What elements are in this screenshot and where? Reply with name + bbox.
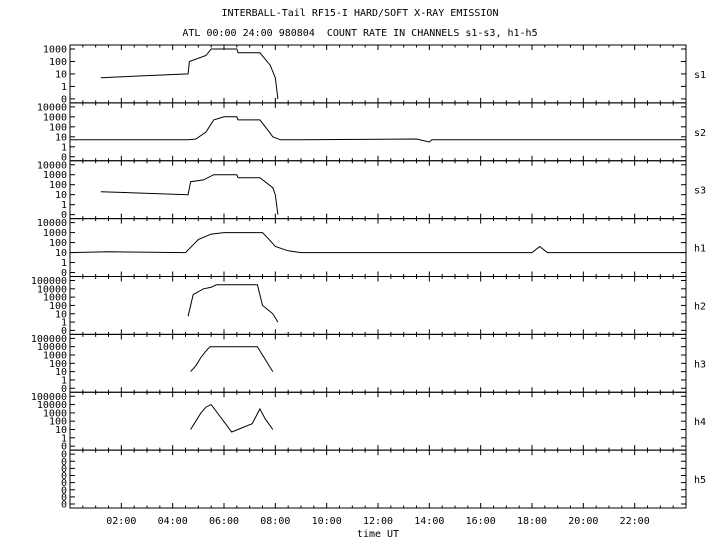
panel-h2-series-line (187, 284, 279, 323)
panel-h1-ytick-label: 100 (49, 238, 67, 249)
panel-h3-ytick-label: 10 (55, 367, 67, 378)
panel-h1-ytick-label: 10000 (37, 218, 67, 229)
panel-h4-ytick-label: 0 (61, 442, 67, 453)
panel-s1-frame (69, 44, 687, 104)
panel-s3-ytick-label: 1 (61, 200, 67, 211)
panel-h1-series-line (69, 232, 686, 254)
panel-h1-ytick-label: 0 (61, 268, 67, 279)
panel-h4-label: h4 (694, 417, 706, 428)
panel-h2-ytick-label: 10000 (37, 284, 67, 295)
chart-title: INTERBALL-Tail RF15-I HARD/SOFT X-RAY EM… (221, 8, 499, 19)
panel-s2-ytick-label: 1 (61, 142, 67, 153)
panel-h2-label: h2 (694, 301, 706, 312)
panel-s3-label: s3 (694, 186, 706, 197)
panel-h4-ytick-label: 1 (61, 433, 67, 444)
panel-h2-ytick-label: 100 (49, 301, 67, 312)
panel-h3-series-line (190, 346, 274, 372)
panel-h1-ytick-label: 1000 (43, 228, 67, 239)
panel-h5-ytick-label: 0 (61, 450, 67, 461)
panel-s1-ytick-label: 1000 (43, 45, 67, 56)
panel-h5-ytick-label: 0 (61, 478, 67, 489)
panel-s1-ytick-label: 1 (61, 82, 67, 93)
xtick-label: 04:00 (158, 516, 188, 527)
panel-h5-ytick-label: 0 (61, 464, 67, 475)
panel-h5-ytick-label: 0 (61, 457, 67, 468)
panel-h1-ytick-label: 1 (61, 258, 67, 269)
panel-h1-label: h1 (694, 244, 706, 255)
panel-h3-ytick-label: 100 (49, 359, 67, 370)
panel-s1-ytick-label: 100 (49, 57, 67, 68)
xtick-label: 18:00 (517, 516, 547, 527)
panel-h5-label: h5 (694, 475, 706, 486)
panel-h2-ytick-label: 0 (61, 326, 67, 337)
panel-h3-frame (69, 333, 687, 393)
panel-h4-ytick-label: 10000 (37, 400, 67, 411)
panel-h5-ytick-label: 0 (61, 500, 67, 511)
panel-s3-ytick-label: 1000 (43, 170, 67, 181)
xtick-label: 14:00 (414, 516, 444, 527)
panel-h3-ytick-label: 1000 (43, 351, 67, 362)
panel-s3-ytick-label: 10 (55, 190, 67, 201)
panel-h5-ytick-label: 0 (61, 471, 67, 482)
panel-s1-series-line (100, 48, 279, 99)
xtick-label: 16:00 (466, 516, 496, 527)
panel-h3-ytick-label: 1 (61, 375, 67, 386)
panel-h3-ytick-label: 0 (61, 384, 67, 395)
xtick-label: 22:00 (620, 516, 650, 527)
panel-h2-frame (69, 276, 687, 335)
panel-h3-ytick-label: 100000 (31, 334, 67, 345)
panel-h3-label: h3 (694, 359, 706, 370)
panel-h2-ytick-label: 1000 (43, 293, 67, 304)
xtick-label: 06:00 (209, 516, 239, 527)
panel-h5-ytick-label: 0 (61, 492, 67, 503)
panel-h4-ytick-label: 10 (55, 425, 67, 436)
panel-s2-ytick-label: 10000 (37, 102, 67, 113)
panel-h2-ytick-label: 1 (61, 318, 67, 329)
xtick-label: 08:00 (260, 516, 290, 527)
panel-s1-ytick-label: 0 (61, 94, 67, 105)
panel-h1-ytick-label: 10 (55, 248, 67, 259)
panel-s3-series-line (100, 174, 279, 215)
panel-s2-ytick-label: 10 (55, 132, 67, 143)
panel-h5-ytick-label: 0 (61, 485, 67, 496)
panel-s3-frame (69, 160, 687, 220)
x-axis-label: time UT (357, 529, 399, 540)
panel-h1-frame (69, 218, 687, 277)
panel-s2-ytick-label: 1000 (43, 112, 67, 123)
xtick-label: 02:00 (106, 516, 136, 527)
panel-h2-ytick-label: 10 (55, 309, 67, 320)
panel-s2-label: s2 (694, 128, 706, 139)
panel-s3-ytick-label: 100 (49, 180, 67, 191)
panel-h4-ytick-label: 1000 (43, 408, 67, 419)
panel-h5-frame (69, 449, 687, 509)
xtick-label: 10:00 (312, 516, 342, 527)
panel-s2-series-line (70, 116, 686, 143)
panel-h4-series-line (190, 403, 274, 433)
panel-h2-ytick-label: 100000 (31, 276, 67, 287)
xtick-label: 12:00 (363, 516, 393, 527)
panel-h4-ytick-label: 100 (49, 417, 67, 428)
panel-h4-ytick-label: 100000 (31, 392, 67, 403)
panel-s3-ytick-label: 10000 (37, 160, 67, 171)
panel-h3-ytick-label: 10000 (37, 342, 67, 353)
panel-h4-frame (69, 391, 687, 451)
panel-s2-ytick-label: 0 (61, 152, 67, 163)
panel-s2-frame (69, 102, 687, 162)
panel-s2-ytick-label: 100 (49, 122, 67, 133)
panel-s1-label: s1 (694, 70, 706, 81)
panel-s1-ytick-label: 10 (55, 69, 67, 80)
xtick-label: 20:00 (568, 516, 598, 527)
panel-s3-ytick-label: 0 (61, 210, 67, 221)
chart-subtitle: ATL 00:00 24:00 980804 COUNT RATE IN CHA… (182, 28, 538, 39)
